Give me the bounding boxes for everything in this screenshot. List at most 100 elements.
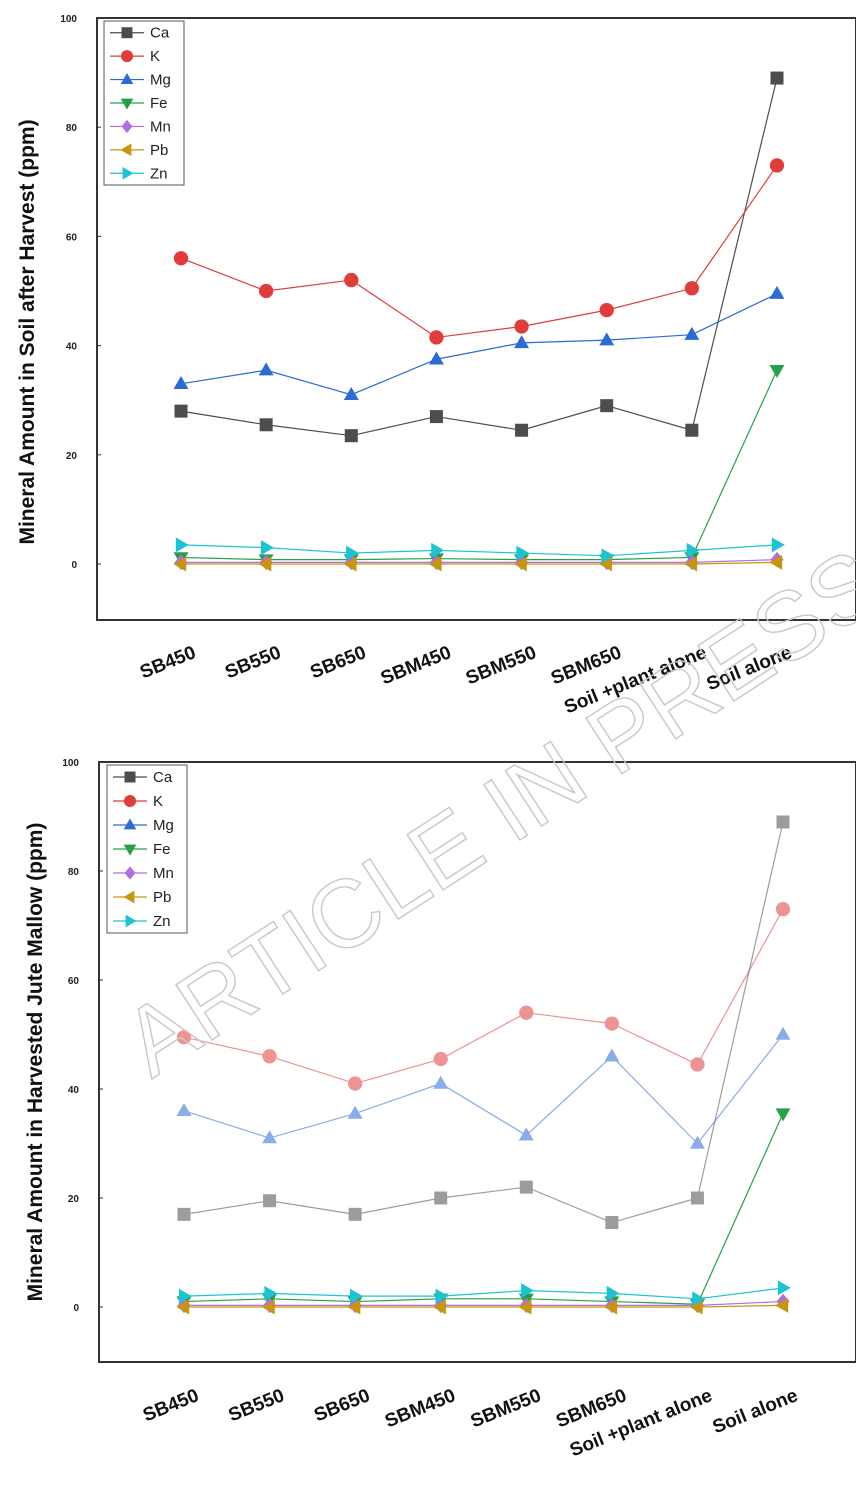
data-point — [776, 815, 790, 829]
y-tick-label: 60 — [66, 232, 78, 243]
series-line — [183, 1113, 784, 1305]
data-point — [690, 1191, 704, 1205]
series-line — [181, 559, 778, 563]
series-line — [184, 1304, 784, 1308]
data-point — [519, 1005, 534, 1020]
data-point — [344, 272, 359, 288]
legend-label: K — [150, 48, 160, 65]
data-point — [514, 319, 529, 334]
series-mg — [173, 285, 785, 400]
data-point — [258, 283, 274, 299]
series-k — [176, 902, 791, 1091]
data-point — [428, 556, 442, 572]
data-point — [173, 376, 189, 390]
data-point — [263, 1194, 277, 1208]
data-point — [173, 556, 187, 572]
data-point — [604, 1048, 620, 1062]
x-tick-label: SB650 — [311, 1385, 373, 1426]
data-point — [515, 423, 529, 437]
legend-marker — [120, 72, 134, 84]
legend-label: Mn — [150, 118, 171, 135]
legend-marker — [123, 818, 137, 830]
legend-marker — [124, 771, 136, 783]
x-tick-label: SB450 — [137, 642, 199, 683]
data-point — [684, 281, 700, 296]
data-point — [429, 330, 444, 345]
legend-label: Pb — [150, 142, 168, 159]
data-point — [264, 1285, 278, 1301]
data-point — [347, 1105, 363, 1119]
data-point — [775, 1026, 791, 1040]
legend-marker — [123, 844, 137, 856]
series-pb — [173, 554, 783, 572]
data-point — [347, 1076, 363, 1091]
data-point — [684, 556, 698, 572]
data-point — [775, 1108, 791, 1122]
data-point — [769, 158, 785, 173]
y-axis-title: Mineral Amount in Soil after Harvest (pp… — [16, 119, 39, 544]
data-point — [176, 1103, 192, 1116]
legend-label: Pb — [153, 889, 171, 906]
data-point — [262, 1049, 277, 1064]
data-point — [261, 1299, 275, 1315]
data-point — [771, 537, 785, 553]
data-point — [259, 418, 273, 432]
data-point — [347, 1299, 361, 1315]
data-point — [690, 1057, 705, 1072]
series-line — [183, 1287, 784, 1300]
y-tick-label: 20 — [66, 451, 78, 462]
x-tick-label: SBM550 — [463, 642, 539, 689]
y-tick-label: 40 — [66, 342, 78, 353]
legend-label: Fe — [150, 95, 168, 112]
y-tick-label: 40 — [68, 1085, 80, 1096]
x-tick-label: Soil alone — [710, 1385, 801, 1438]
data-point — [684, 326, 700, 340]
data-point — [428, 351, 444, 365]
data-point — [429, 410, 443, 424]
data-point — [258, 556, 272, 572]
legend-marker — [123, 890, 135, 904]
x-tick-label: SB450 — [140, 1385, 202, 1426]
data-point — [432, 1299, 446, 1315]
data-point — [605, 1216, 619, 1230]
legend-marker — [121, 119, 133, 134]
data-point — [343, 386, 359, 400]
data-point — [262, 1130, 278, 1144]
series-line — [183, 1034, 784, 1145]
data-point — [349, 1288, 363, 1304]
legend-marker — [120, 98, 134, 110]
data-point — [435, 1288, 449, 1304]
data-point — [346, 545, 360, 561]
y-tick-label: 100 — [60, 14, 77, 25]
legend-marker — [125, 914, 137, 928]
legend: Ca K Mg Fe Mn Pb Zn — [103, 20, 185, 186]
data-point — [775, 902, 791, 917]
x-tick-label: SB650 — [307, 642, 369, 683]
series-line — [180, 165, 778, 339]
series-line — [180, 77, 778, 437]
series-line — [181, 561, 778, 565]
data-point — [518, 1299, 532, 1315]
legend-label: Ca — [150, 25, 170, 42]
legend-marker — [122, 166, 134, 180]
data-point — [260, 540, 274, 556]
data-point — [777, 1280, 791, 1296]
y-tick-label: 60 — [68, 976, 80, 987]
data-point — [176, 1030, 192, 1045]
data-point — [178, 1288, 192, 1304]
x-tick-label: SBM450 — [382, 1385, 458, 1432]
legend-label: Fe — [153, 841, 171, 858]
data-point — [769, 554, 783, 570]
data-point — [599, 302, 614, 318]
y-tick-label: 100 — [62, 758, 79, 769]
series-zn — [175, 537, 785, 564]
y-tick-label: 80 — [68, 867, 80, 878]
data-point — [433, 1051, 448, 1067]
series-zn — [178, 1280, 791, 1307]
data-point — [514, 335, 530, 349]
data-point — [606, 1285, 620, 1301]
legend-marker — [123, 794, 137, 808]
x-tick-label: Soil +plant alone — [567, 1385, 715, 1461]
legend-label: K — [153, 793, 163, 810]
